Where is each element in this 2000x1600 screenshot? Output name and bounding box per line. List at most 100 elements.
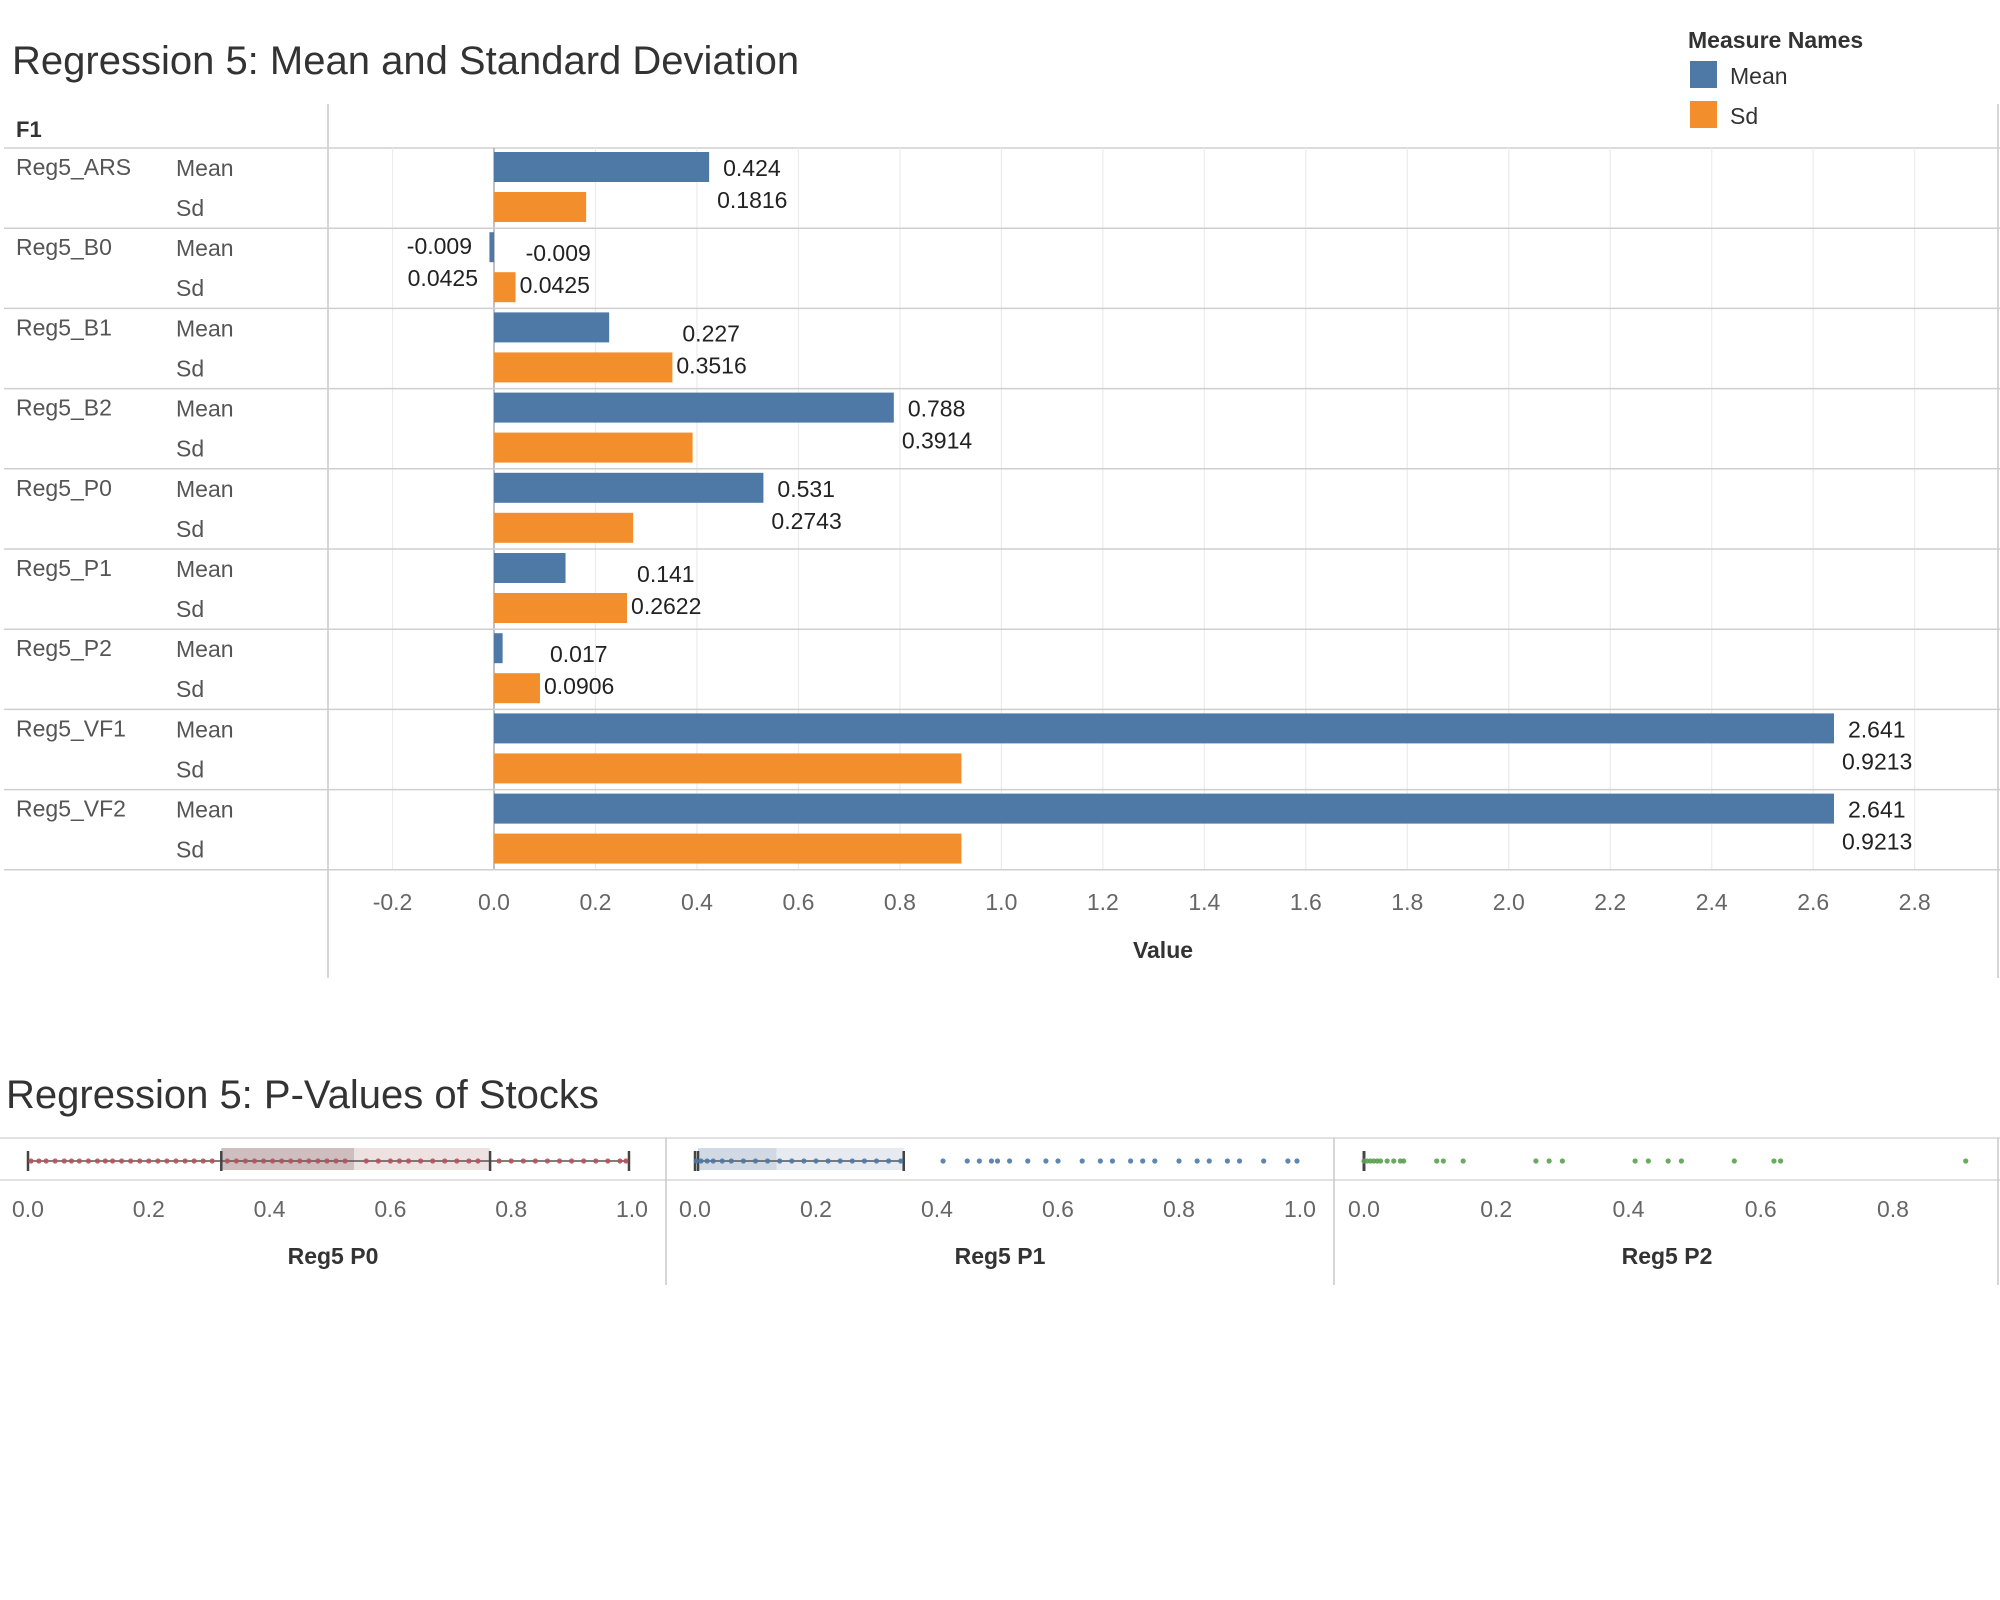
bar-Reg5_P0-mean bbox=[494, 472, 764, 503]
x-tick-label-0-5: 1.0 bbox=[616, 1196, 648, 1222]
x-tick-label-0-3: 0.6 bbox=[374, 1196, 406, 1222]
point-0-21 bbox=[209, 1158, 215, 1164]
point-0-5 bbox=[68, 1158, 75, 1164]
point-0-11 bbox=[119, 1158, 125, 1164]
x-tick-label-1-5: 1.0 bbox=[1284, 1196, 1316, 1222]
measure-label-Reg5_VF2-sd: Sd bbox=[176, 837, 204, 863]
data-label-Reg5_VF1-mean: 2.641 bbox=[1848, 716, 1906, 742]
point-1-25 bbox=[1007, 1158, 1013, 1164]
point-0-58 bbox=[623, 1158, 629, 1164]
point-1-40 bbox=[1261, 1158, 1267, 1164]
point-0-13 bbox=[137, 1158, 143, 1164]
point-0-10 bbox=[109, 1158, 116, 1164]
point-1-28 bbox=[1055, 1158, 1061, 1164]
bar-Reg5_P1-mean bbox=[494, 553, 566, 583]
point-0-38 bbox=[387, 1158, 393, 1164]
point-0-1 bbox=[36, 1158, 42, 1164]
point-0-41 bbox=[418, 1158, 424, 1164]
point-0-26 bbox=[260, 1158, 267, 1164]
x-tick-label-9: 1.6 bbox=[1290, 889, 1322, 915]
point-0-29 bbox=[288, 1158, 294, 1164]
data-label-Reg5_ARS-mean: 0.424 bbox=[723, 155, 781, 181]
point-0-48 bbox=[508, 1158, 514, 1164]
point-0-12 bbox=[128, 1158, 134, 1164]
bar-Reg5_VF1-sd bbox=[494, 753, 962, 784]
point-0-55 bbox=[593, 1158, 599, 1164]
x-tick-label-2-3: 0.6 bbox=[1745, 1196, 1777, 1222]
point-2-5 bbox=[1377, 1158, 1384, 1164]
point-2-14 bbox=[1546, 1158, 1552, 1164]
panel-axis-title-0: Reg5 P0 bbox=[288, 1243, 379, 1269]
x-tick-label-0-1: 0.2 bbox=[133, 1196, 165, 1222]
x-tick-label-12: 2.2 bbox=[1594, 889, 1626, 915]
cell-label-Reg5_B0-mean: -0.009 bbox=[407, 233, 472, 259]
data-label-Reg5_B2-mean: 0.788 bbox=[908, 396, 966, 422]
point-1-3 bbox=[710, 1158, 716, 1164]
data-label-Reg5_B2-sd: 0.3914 bbox=[902, 428, 973, 454]
measure-label-Reg5_B2-mean: Mean bbox=[176, 396, 234, 422]
x-tick-label-1-2: 0.4 bbox=[921, 1196, 953, 1222]
measure-label-Reg5_P0-mean: Mean bbox=[176, 476, 234, 502]
x-tick-label-0-4: 0.8 bbox=[495, 1196, 527, 1222]
bar-Reg5_P0-sd bbox=[494, 512, 634, 543]
point-1-6 bbox=[740, 1158, 747, 1164]
point-1-11 bbox=[801, 1158, 807, 1164]
point-0-36 bbox=[363, 1158, 369, 1164]
category-label-Reg5_P1: Reg5_P1 bbox=[16, 555, 112, 581]
bar-x-axis: -0.2 0.0 0.2 0.4 0.6 0.8 1.0 1.2 1.4 1.6 1.8 2.0 2.2… bbox=[373, 889, 1931, 915]
point-1-10 bbox=[789, 1158, 795, 1164]
point-0-2 bbox=[43, 1158, 49, 1164]
point-0-34 bbox=[333, 1158, 339, 1164]
x-tick-label-1: 0.0 bbox=[478, 889, 510, 915]
point-0-25 bbox=[251, 1158, 258, 1164]
point-2-18 bbox=[1665, 1158, 1671, 1164]
bar-rows: Reg5_ARS Mean Sd Reg5_B0 Mean Sd Reg5_B1 Mean Sd… bbox=[4, 154, 2000, 871]
legend: Measure Names Mean Sd bbox=[1688, 27, 1863, 129]
point-0-35 bbox=[342, 1158, 348, 1164]
data-label-Reg5_ARS-sd: 0.1816 bbox=[717, 187, 787, 213]
x-tick-label-1-0: 0.0 bbox=[679, 1196, 711, 1222]
point-0-44 bbox=[454, 1158, 460, 1164]
point-0-42 bbox=[430, 1158, 436, 1164]
panel-axis-title-2: Reg5 P2 bbox=[1622, 1243, 1713, 1269]
data-label-Reg5_P2-mean: 0.017 bbox=[550, 641, 608, 667]
x-tick-label-1-1: 0.2 bbox=[800, 1196, 832, 1222]
point-1-7 bbox=[752, 1158, 759, 1164]
bar-chart: F1 Reg5_ARS Mean Sd Reg5_B0 Mean Sd Reg5_B1 Mea… bbox=[4, 104, 2000, 978]
legend-swatch-mean bbox=[1690, 61, 1717, 88]
measure-label-Reg5_P2-mean: Mean bbox=[176, 636, 234, 662]
point-1-22 bbox=[976, 1158, 982, 1164]
x-tick-label-15: 2.8 bbox=[1899, 889, 1931, 915]
measure-label-Reg5_VF1-mean: Mean bbox=[176, 716, 234, 742]
pvalue-panel-2: 0.0 0.2 0.4 0.6 0.8 Reg5 P2 bbox=[1333, 1138, 1999, 1285]
x-tick-label-0-0: 0.0 bbox=[12, 1196, 44, 1222]
point-2-11 bbox=[1440, 1158, 1446, 1164]
point-1-41 bbox=[1285, 1158, 1291, 1164]
point-1-2 bbox=[704, 1158, 710, 1164]
point-0-7 bbox=[85, 1158, 91, 1164]
point-1-31 bbox=[1109, 1158, 1116, 1164]
point-1-38 bbox=[1224, 1158, 1230, 1164]
point-2-19 bbox=[1678, 1158, 1684, 1164]
point-0-33 bbox=[324, 1158, 330, 1164]
point-0-23 bbox=[233, 1158, 239, 1164]
data-label-Reg5_VF2-sd: 0.9213 bbox=[1842, 829, 1912, 855]
point-2-9 bbox=[1401, 1158, 1407, 1164]
legend-label-sd: Sd bbox=[1730, 103, 1758, 129]
point-0-39 bbox=[396, 1158, 403, 1164]
point-2-6 bbox=[1384, 1158, 1390, 1164]
point-0-22 bbox=[224, 1158, 230, 1164]
measure-label-Reg5_P2-sd: Sd bbox=[176, 676, 204, 702]
category-label-Reg5_B2: Reg5_B2 bbox=[16, 395, 112, 421]
x-tick-label-5: 0.8 bbox=[884, 889, 916, 915]
bar-Reg5_VF2-mean bbox=[494, 793, 1834, 824]
point-2-17 bbox=[1645, 1158, 1651, 1164]
point-2-15 bbox=[1559, 1158, 1565, 1164]
point-0-31 bbox=[306, 1158, 312, 1164]
point-1-34 bbox=[1152, 1158, 1158, 1164]
category-label-Reg5_VF2: Reg5_VF2 bbox=[16, 796, 126, 822]
point-1-1 bbox=[698, 1158, 704, 1164]
bar-Reg5_VF2-sd bbox=[494, 833, 962, 864]
bar-Reg5_ARS-sd bbox=[494, 192, 587, 222]
measure-label-Reg5_B0-sd: Sd bbox=[176, 275, 204, 301]
